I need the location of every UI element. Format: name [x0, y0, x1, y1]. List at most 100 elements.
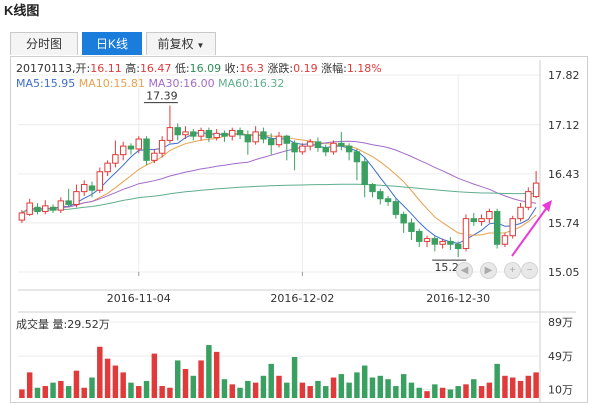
volume-bar — [502, 375, 508, 398]
candle-up — [151, 152, 158, 161]
volume-bar — [42, 386, 48, 398]
candle-down — [190, 131, 197, 137]
volume-bar — [338, 374, 345, 398]
candle-down — [338, 142, 345, 147]
volume-bar — [416, 387, 422, 398]
vol-tick-label: 49万 — [548, 350, 573, 363]
volume-bar — [299, 382, 306, 398]
volume-bar — [26, 372, 33, 398]
volume-bar — [128, 382, 134, 398]
candle-up — [158, 139, 166, 154]
volume-bar — [182, 368, 189, 398]
candle-up — [112, 154, 119, 164]
x-tick-label: 2016-12-02 — [270, 292, 334, 305]
volume-bar — [104, 358, 111, 398]
x-tick-label: 2016-12-30 — [426, 292, 490, 305]
axis-labels: 17.82 17.12 16.43 15.74 15.05 2016-11-04 2016-… — [107, 69, 580, 396]
candle-up — [104, 162, 111, 173]
tab-intraday[interactable]: 分时图 — [10, 32, 78, 55]
candle-up — [275, 135, 283, 146]
prev-icon[interactable]: ◀ — [456, 262, 473, 279]
ohlc-info-bar: 20170113,开:16.11 高:16.47 低:16.09 收:16.3 … — [16, 60, 382, 76]
volume-bar — [151, 353, 158, 398]
volume-bar — [190, 375, 197, 398]
volume-bar — [408, 382, 415, 398]
candle-up — [229, 129, 236, 137]
volume-bar — [486, 382, 493, 398]
candle-down — [493, 211, 501, 245]
volume-bar — [533, 372, 539, 398]
volume-bar — [252, 382, 259, 398]
candle-up — [478, 218, 485, 223]
volume-bar — [517, 380, 524, 398]
candle-up — [182, 131, 189, 136]
ma10-label: MA10:15.81 — [78, 77, 145, 90]
candle-down — [431, 238, 439, 245]
y-tick-label: 16.43 — [548, 168, 580, 181]
y-tick-label: 17.12 — [548, 119, 580, 132]
candle-down — [314, 141, 322, 149]
volume-bar — [400, 374, 407, 398]
adjust-dropdown[interactable]: 前复权 ▼ — [146, 32, 216, 55]
candle-down — [244, 134, 252, 143]
tab-daily-k[interactable]: 日K线 — [82, 32, 142, 55]
info-close-label: 收: — [224, 62, 240, 75]
info-change: 0.19 — [293, 62, 318, 75]
volume-bar — [463, 384, 469, 398]
volume-bar — [455, 386, 461, 398]
volume-bar — [439, 387, 446, 398]
price-annotation: 17.39 — [146, 90, 178, 103]
ma60-label: MA60:16.32 — [218, 77, 285, 90]
candle-down — [34, 206, 41, 213]
candle-up — [252, 131, 259, 143]
info-close: 16.3 — [239, 62, 264, 75]
volume-bar — [478, 386, 485, 398]
volume-bar — [97, 346, 103, 398]
candle-up — [330, 142, 337, 153]
volume-bar — [377, 375, 384, 398]
volume-bar — [81, 387, 87, 398]
candle-down — [322, 147, 329, 153]
candle-down — [384, 198, 392, 203]
candle-up — [73, 191, 80, 205]
chevron-down-icon: ▼ — [196, 41, 205, 50]
volume-bar — [136, 386, 142, 398]
candle-up — [486, 211, 493, 220]
candle-up — [213, 132, 220, 139]
candle-down — [221, 132, 228, 137]
candle-up — [423, 238, 431, 242]
y-tick-label: 15.05 — [548, 266, 580, 279]
info-open-label: 开: — [75, 62, 91, 75]
info-pct-label: 涨幅: — [321, 62, 347, 75]
volume-bar — [369, 377, 376, 398]
volume-bar — [237, 387, 243, 398]
candle-down — [377, 191, 384, 200]
next-icon[interactable]: ▶ — [480, 262, 497, 279]
ma5-label: MA5:15.95 — [16, 77, 76, 90]
vol-tick-label: 89万 — [548, 316, 573, 329]
volume-bar — [73, 370, 80, 398]
candle-up — [166, 127, 174, 141]
candle-up — [501, 235, 509, 245]
candle-up — [96, 171, 104, 191]
volume-bar — [471, 379, 477, 398]
volume-label: 成交量 量:29.52万 — [16, 318, 110, 331]
volume-bar — [112, 365, 119, 398]
adjust-dropdown-label: 前复权 — [157, 37, 194, 51]
chart-tabs: 分时图 日K线 前复权 ▼ — [10, 32, 588, 57]
candle-down — [127, 145, 135, 150]
volume-bar — [120, 372, 126, 398]
zoom-out-icon[interactable]: − — [521, 262, 538, 279]
volume-bar — [19, 389, 25, 398]
volume-bar — [525, 375, 532, 398]
volume-bar — [432, 384, 438, 398]
candles — [18, 105, 540, 258]
volume-bar — [510, 377, 516, 398]
volume-bar — [393, 386, 399, 398]
volume-bar — [354, 372, 360, 398]
volume-bar — [260, 375, 267, 398]
candle-down — [88, 185, 96, 191]
candle-up — [439, 240, 446, 245]
zoom-in-icon[interactable]: + — [504, 262, 521, 279]
